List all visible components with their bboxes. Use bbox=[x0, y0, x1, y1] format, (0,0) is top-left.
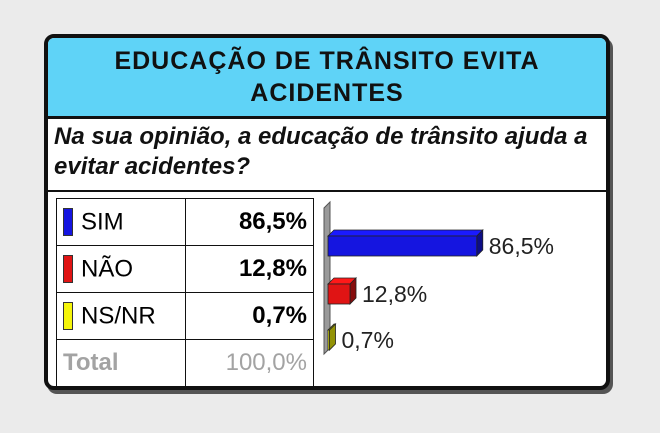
bar bbox=[327, 329, 330, 351]
total-value: 100,0% bbox=[185, 339, 314, 386]
bar-chart: 86,5% 12,8% 0,7% bbox=[323, 200, 554, 356]
color-swatch bbox=[63, 208, 73, 237]
row-label: NS/NR bbox=[81, 302, 156, 330]
row-value: 0,7% bbox=[185, 292, 314, 340]
data-label: 0,7% bbox=[342, 327, 394, 353]
row-label-cell: NS/NR bbox=[56, 292, 186, 340]
poll-title-text: EDUCAÇÃO DE TRÂNSITO EVITA ACIDENTES bbox=[114, 47, 540, 107]
row-label-cell: SIM bbox=[56, 198, 186, 246]
poll-title: EDUCAÇÃO DE TRÂNSITO EVITA ACIDENTES bbox=[48, 38, 606, 119]
table-row: NS/NR 0,7% bbox=[56, 292, 314, 340]
bar bbox=[327, 283, 351, 305]
bar bbox=[327, 235, 478, 257]
color-swatch bbox=[63, 302, 73, 331]
data-label: 12,8% bbox=[362, 281, 427, 307]
bar-top bbox=[327, 229, 484, 237]
row-value: 12,8% bbox=[185, 245, 314, 293]
data-label: 86,5% bbox=[489, 233, 554, 259]
poll-card: EDUCAÇÃO DE TRÂNSITO EVITA ACIDENTES Na … bbox=[44, 34, 610, 390]
divider bbox=[48, 190, 606, 192]
color-swatch bbox=[63, 255, 73, 284]
table-row: SIM 86,5% bbox=[56, 198, 314, 246]
row-label: SIM bbox=[81, 208, 124, 236]
row-label-cell: NÃO bbox=[56, 245, 186, 293]
table-row: NÃO 12,8% bbox=[56, 245, 314, 293]
total-label: Total bbox=[56, 339, 186, 386]
total-row: Total 100,0% bbox=[56, 339, 314, 386]
poll-question: Na sua opinião, a educação de trânsito a… bbox=[54, 123, 588, 180]
row-value: 86,5% bbox=[185, 198, 314, 246]
row-label: NÃO bbox=[81, 255, 134, 283]
results-table: SIM 86,5% NÃO 12,8% NS/NR 0,7% Total 100… bbox=[56, 198, 314, 386]
